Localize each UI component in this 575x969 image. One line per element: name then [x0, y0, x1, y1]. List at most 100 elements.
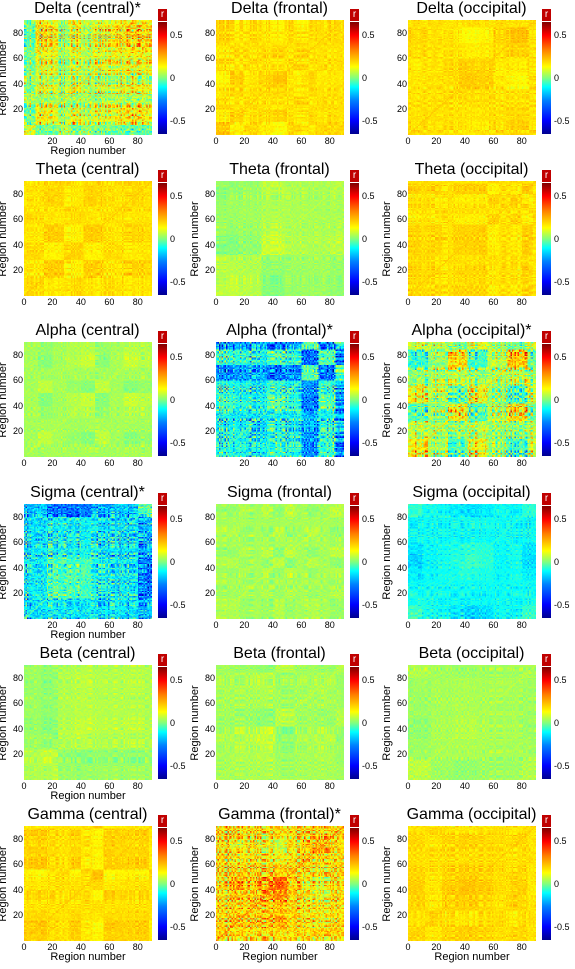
- y-tick-label: 60: [396, 859, 407, 870]
- x-tick-label: 60: [104, 620, 115, 630]
- y-tick-label: 60: [204, 214, 215, 225]
- x-tick-label: 80: [516, 136, 527, 146]
- heatmap-matrix: [24, 342, 152, 457]
- colorbar-tick-label: -0.5: [170, 277, 186, 288]
- heatmap-matrix: [24, 20, 152, 135]
- y-tick-label: 20: [204, 265, 215, 276]
- y-tick-label: 80: [12, 511, 23, 522]
- x-tick-label: 40: [459, 458, 470, 468]
- y-tick-label: 20: [12, 749, 23, 760]
- x-tick-label: 60: [488, 297, 499, 307]
- colorbar: [350, 828, 359, 940]
- heatmap-cells: [24, 181, 152, 296]
- heatmap-matrix: [24, 181, 152, 296]
- colorbar-tick-label: 0: [554, 557, 560, 567]
- heatmap-matrix: [216, 181, 344, 296]
- y-tick-label: 40: [396, 239, 407, 250]
- colorbar-title: r: [350, 170, 359, 182]
- y-tick-label: 20: [396, 588, 407, 599]
- y-tick-label: 60: [12, 537, 23, 548]
- x-tick-label: 20: [47, 620, 58, 630]
- colorbar: [542, 667, 551, 779]
- x-tick-label: 80: [516, 297, 527, 307]
- x-tick-label: 20: [239, 620, 250, 630]
- heatmap-matrix: [216, 342, 344, 457]
- heatmap-cells: [216, 665, 344, 780]
- x-tick-label: 80: [324, 458, 335, 468]
- colorbar-tick-label: 0.5: [170, 674, 183, 685]
- colorbar-tick-label: 0.5: [554, 513, 567, 524]
- x-tick-label: 20: [431, 942, 442, 952]
- y-tick-label: 80: [12, 27, 23, 38]
- x-tick-label: 80: [132, 942, 143, 952]
- colorbar-tick-label: -0.5: [362, 116, 378, 127]
- colorbar-tick-label: 0.5: [170, 835, 183, 846]
- y-tick-label: 80: [204, 672, 215, 683]
- y-axis-label: Region number: [380, 504, 394, 619]
- x-tick-label: 60: [104, 136, 115, 146]
- y-tick-label: 60: [396, 375, 407, 386]
- x-tick-label: 20: [239, 942, 250, 952]
- x-tick-label: 60: [296, 620, 307, 630]
- x-tick-label: 20: [239, 297, 250, 307]
- y-tick-label: 40: [396, 400, 407, 411]
- colorbar-tick-label: 0.5: [170, 29, 183, 40]
- x-tick-label: 40: [75, 620, 86, 630]
- colorbar-tick-label: 0.5: [554, 351, 567, 362]
- y-tick-label: 80: [396, 833, 407, 844]
- heatmap-matrix: [408, 665, 536, 780]
- heatmap-panel: Sigma (occipital) Region number 20 40 60 80 0 2…: [381, 484, 575, 645]
- y-tick-label: 40: [12, 239, 23, 250]
- colorbar-title: r: [350, 815, 359, 827]
- y-tick-label: 60: [204, 53, 215, 64]
- colorbar: [542, 183, 551, 295]
- x-tick-label: 60: [104, 781, 115, 791]
- x-tick-label: 20: [431, 620, 442, 630]
- colorbar-title: r: [158, 815, 167, 827]
- colorbar-tick-label: -0.5: [554, 277, 570, 288]
- heatmap-cells: [408, 342, 536, 457]
- x-tick-label: 60: [296, 458, 307, 468]
- x-axis-label: Region number: [434, 951, 510, 963]
- y-tick-label: 80: [396, 188, 407, 199]
- panel-title: Alpha (central): [35, 322, 140, 339]
- heatmap-matrix: [216, 665, 344, 780]
- x-tick-label: 20: [239, 458, 250, 468]
- heatmap-cells: [216, 342, 344, 457]
- x-tick-label: 0: [21, 297, 27, 307]
- colorbar: [542, 506, 551, 618]
- y-tick-label: 60: [396, 698, 407, 709]
- x-tick-label: 40: [75, 781, 86, 791]
- x-tick-label: 40: [267, 942, 278, 952]
- colorbar-title: r: [542, 815, 551, 827]
- colorbar-tick-label: -0.5: [170, 761, 186, 772]
- x-tick-label: 40: [459, 781, 470, 791]
- x-tick-label: 40: [267, 136, 278, 146]
- colorbar-title: r: [542, 493, 551, 505]
- y-tick-label: 40: [204, 884, 215, 895]
- colorbar-tick-label: -0.5: [554, 922, 570, 933]
- colorbar: [542, 828, 551, 940]
- colorbar-tick-label: 0: [362, 879, 368, 889]
- x-tick-label: 80: [516, 458, 527, 468]
- y-tick-label: 20: [396, 426, 407, 437]
- panel-title: Delta (frontal): [231, 0, 328, 17]
- y-tick-label: 40: [12, 78, 23, 89]
- x-tick-label: 60: [488, 458, 499, 468]
- panel-title: Beta (central): [39, 645, 136, 662]
- y-axis-label: Region number: [380, 665, 394, 780]
- x-tick-label: 20: [431, 458, 442, 468]
- y-axis-label: Region number: [188, 826, 202, 941]
- y-axis-label-text: Region number: [189, 200, 201, 277]
- colorbar-tick-label: 0.5: [362, 351, 375, 362]
- x-axis-label: Region number: [50, 951, 126, 963]
- colorbar-title: r: [350, 331, 359, 343]
- panel-title: Delta (occipital): [416, 0, 527, 17]
- y-tick-label: 60: [204, 537, 215, 548]
- x-tick-label: 40: [75, 458, 86, 468]
- heatmap-panel: Alpha (frontal)* 20 40 60 80 20 40 60 80 r 0.5 0 -0.…: [192, 322, 383, 483]
- colorbar-tick-label: -0.5: [170, 116, 186, 127]
- colorbar: [158, 344, 167, 456]
- y-tick-label: 40: [204, 239, 215, 250]
